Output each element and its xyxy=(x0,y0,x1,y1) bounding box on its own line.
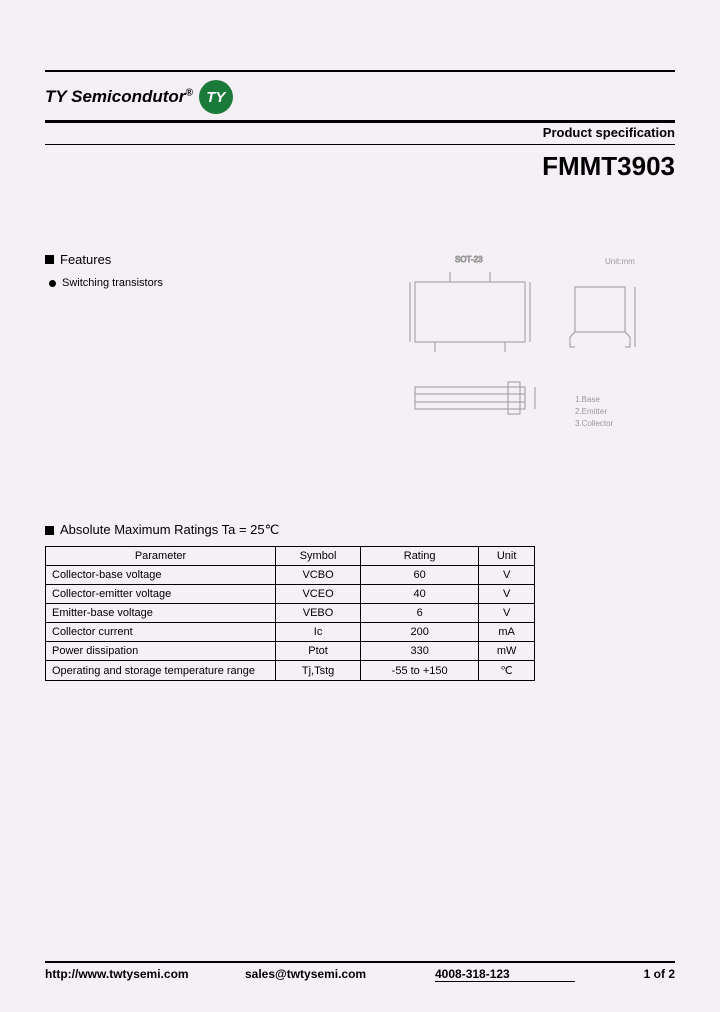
col-symbol: Symbol xyxy=(276,547,361,566)
brand-row: TY Semicondutor® TY xyxy=(45,80,675,114)
table-row: Collector-base voltageVCBO60V xyxy=(46,566,535,585)
dot-bullet-icon xyxy=(49,280,56,287)
cell-param: Power dissipation xyxy=(46,642,276,661)
col-parameter: Parameter xyxy=(46,547,276,566)
cell-rating: 6 xyxy=(361,604,479,623)
square-bullet-icon xyxy=(45,526,54,535)
feature-item: Switching transistors xyxy=(49,277,375,289)
header: TY Semicondutor® TY Product specificatio… xyxy=(45,70,675,182)
spec-label: Product specification xyxy=(45,125,675,140)
square-bullet-icon xyxy=(45,255,54,264)
cell-symbol: VEBO xyxy=(276,604,361,623)
top-rule xyxy=(45,70,675,72)
unit-label: Unit:mm xyxy=(605,257,635,266)
footer-url: http://www.twtysemi.com xyxy=(45,967,245,982)
registered-icon: ® xyxy=(185,87,192,98)
package-drawing-icon: SOT-23 xyxy=(395,252,675,442)
cell-unit: V xyxy=(479,604,535,623)
package-label: SOT-23 xyxy=(455,255,483,264)
ratings-table: Parameter Symbol Rating Unit Collector-b… xyxy=(45,546,535,681)
ratings-heading: Absolute Maximum Ratings Ta = 25℃ xyxy=(45,522,675,538)
table-header-row: Parameter Symbol Rating Unit xyxy=(46,547,535,566)
table-row: Power dissipationPtot330mW xyxy=(46,642,535,661)
ratings-section: Absolute Maximum Ratings Ta = 25℃ Parame… xyxy=(45,522,675,681)
table-row: Operating and storage temperature rangeT… xyxy=(46,661,535,681)
cell-unit: mA xyxy=(479,623,535,642)
cell-symbol: Ptot xyxy=(276,642,361,661)
cell-param: Collector-emitter voltage xyxy=(46,585,276,604)
cell-param: Operating and storage temperature range xyxy=(46,661,276,681)
cell-unit: ℃ xyxy=(479,661,535,681)
cell-rating: 200 xyxy=(361,623,479,642)
col-unit: Unit xyxy=(479,547,535,566)
cell-param: Collector-base voltage xyxy=(46,566,276,585)
features-heading-text: Features xyxy=(60,252,111,267)
cell-rating: -55 to +150 xyxy=(361,661,479,681)
footer: http://www.twtysemi.com sales@twtysemi.c… xyxy=(45,961,675,982)
cell-unit: V xyxy=(479,566,535,585)
cell-unit: V xyxy=(479,585,535,604)
content-area: Features Switching transistors SOT-23 xyxy=(45,252,675,442)
cell-rating: 330 xyxy=(361,642,479,661)
cell-param: Emitter-base voltage xyxy=(46,604,276,623)
cell-symbol: VCBO xyxy=(276,566,361,585)
feature-item-text: Switching transistors xyxy=(62,277,163,289)
pin-3-label: 3.Collector xyxy=(575,419,614,428)
table-row: Collector-emitter voltageVCEO40V xyxy=(46,585,535,604)
col-rating: Rating xyxy=(361,547,479,566)
brand-logo: TY xyxy=(199,80,233,114)
cell-param: Collector current xyxy=(46,623,276,642)
cell-rating: 40 xyxy=(361,585,479,604)
brand-text: TY Semicondutor® xyxy=(45,87,193,107)
pin-2-label: 2.Emitter xyxy=(575,407,607,416)
mid-rule xyxy=(45,120,675,123)
part-number: FMMT3903 xyxy=(45,151,675,182)
features-heading: Features xyxy=(45,252,375,267)
thin-rule xyxy=(45,144,675,145)
cell-unit: mW xyxy=(479,642,535,661)
cell-symbol: VCEO xyxy=(276,585,361,604)
features-section: Features Switching transistors xyxy=(45,252,375,442)
table-row: Collector currentIc200mA xyxy=(46,623,535,642)
ratings-heading-text: Absolute Maximum Ratings Ta = 25℃ xyxy=(60,522,279,538)
table-row: Emitter-base voltageVEBO6V xyxy=(46,604,535,623)
cell-symbol: Tj,Tstg xyxy=(276,661,361,681)
footer-page: 1 of 2 xyxy=(575,967,675,982)
cell-symbol: Ic xyxy=(276,623,361,642)
footer-phone: 4008-318-123 xyxy=(435,967,575,982)
cell-rating: 60 xyxy=(361,566,479,585)
footer-email: sales@twtysemi.com xyxy=(245,967,435,982)
pin-1-label: 1.Base xyxy=(575,395,600,404)
package-diagram: SOT-23 xyxy=(395,252,675,442)
